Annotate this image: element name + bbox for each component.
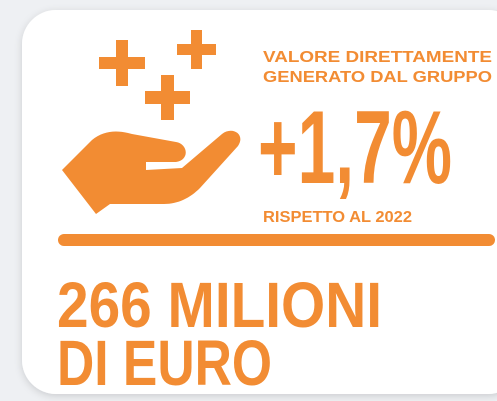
comparison: RISPETTO AL 2022 [263,209,412,226]
heading-line: VALORE DIRETTAMENTE [263,49,492,66]
amount-line: DI EURO [57,327,272,399]
hand-icon [62,30,241,214]
plus-sign [145,75,190,120]
card [22,10,497,394]
heading-line: GENERATO DAL GRUPPO [263,69,492,86]
change-value: +1,7% [258,90,452,206]
plus-sign [177,30,216,69]
hand [62,130,241,214]
divider [58,234,495,246]
amount-line: 266 MILIONI [57,269,382,341]
plus-sign [99,40,145,86]
